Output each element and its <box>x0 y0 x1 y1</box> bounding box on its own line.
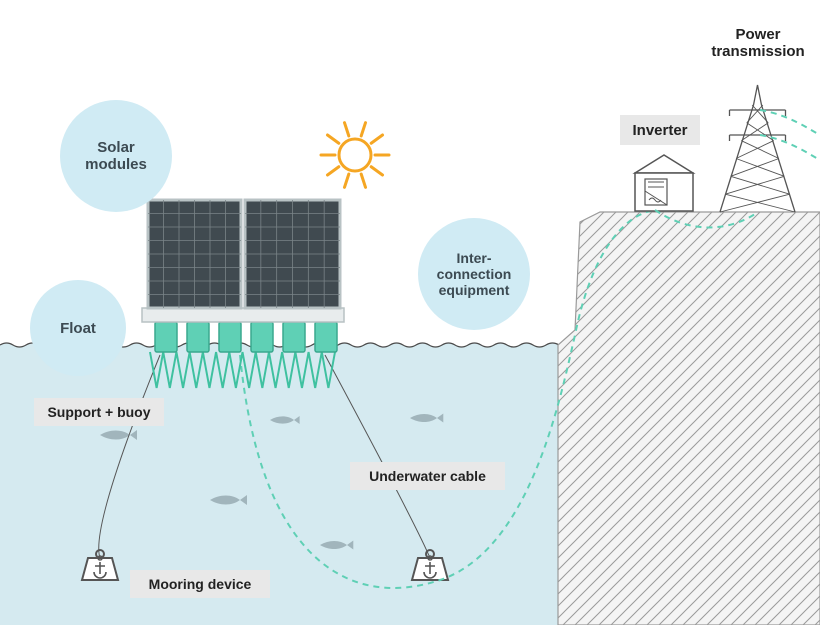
float-block <box>219 322 241 352</box>
label-mooring: Mooring device <box>130 570 270 598</box>
transmission-line <box>760 110 820 135</box>
label-support_buoy: Support + buoy <box>34 398 164 426</box>
sun-icon <box>339 139 371 171</box>
label-float: Float <box>30 280 126 376</box>
panel-base <box>142 308 344 322</box>
float-block <box>187 322 209 352</box>
transmission-line <box>760 135 820 160</box>
float-block <box>315 322 337 352</box>
label-solar_modules: Solar modules <box>60 100 172 212</box>
float-block <box>155 322 177 352</box>
transmission-tower <box>720 85 795 212</box>
label-power_trans: Power transmission <box>703 20 813 66</box>
float-block <box>251 322 273 352</box>
land-mass <box>558 212 820 625</box>
label-underwater_cable: Underwater cable <box>350 462 505 490</box>
label-interconnection: Inter- connection equipment <box>418 218 530 330</box>
label-inverter: Inverter <box>620 115 700 145</box>
float-block <box>283 322 305 352</box>
inverter-house <box>635 155 693 211</box>
